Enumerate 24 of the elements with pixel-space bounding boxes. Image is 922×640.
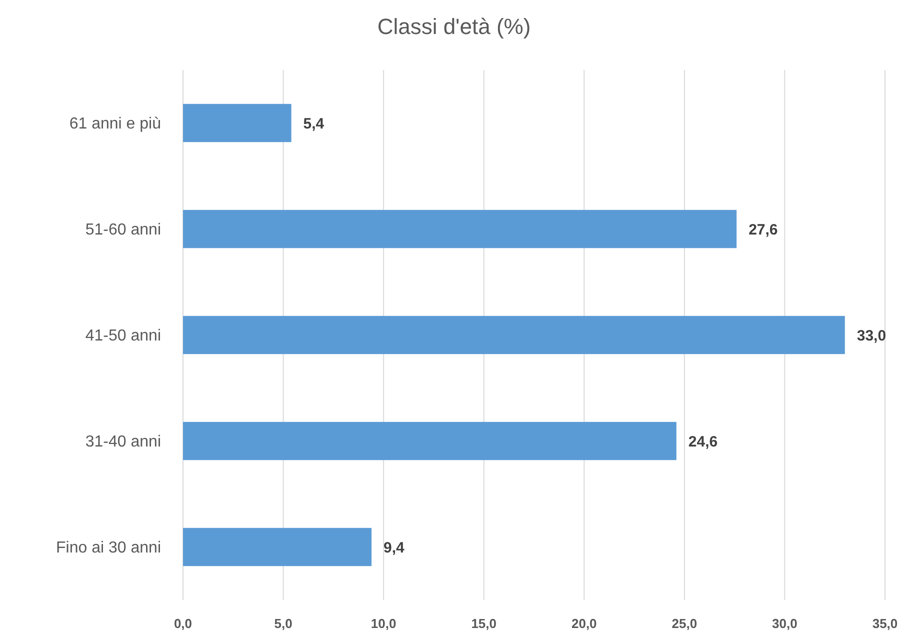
- chart-title: Classi d'età (%): [377, 14, 531, 39]
- bar: [183, 104, 292, 142]
- bar: [183, 316, 845, 354]
- x-tick-label: 25,0: [672, 616, 698, 631]
- bar: [183, 422, 676, 460]
- x-tick-label: 10,0: [370, 616, 396, 631]
- data-label: 9,4: [384, 539, 406, 556]
- y-tick-label: 41-50 anni: [85, 328, 161, 345]
- x-tick-label: 20,0: [571, 616, 597, 631]
- x-tick-label: 5,0: [274, 616, 292, 631]
- x-tick-label: 0,0: [174, 616, 192, 631]
- data-label: 27,6: [748, 221, 778, 238]
- x-tick-label: 35,0: [872, 616, 898, 631]
- data-label: 5,4: [303, 115, 325, 132]
- x-tick-label: 30,0: [772, 616, 798, 631]
- bar: [183, 528, 372, 566]
- y-tick-label: 31-40 anni: [85, 434, 161, 451]
- y-tick-label: 51-60 anni: [85, 222, 161, 239]
- bar: [183, 210, 737, 248]
- data-label: 24,6: [688, 433, 718, 450]
- y-tick-label: Fino ai 30 anni: [56, 540, 161, 557]
- y-tick-label: 61 anni e più: [69, 116, 161, 133]
- data-label: 33,0: [856, 327, 886, 344]
- x-tick-label: 15,0: [471, 616, 497, 631]
